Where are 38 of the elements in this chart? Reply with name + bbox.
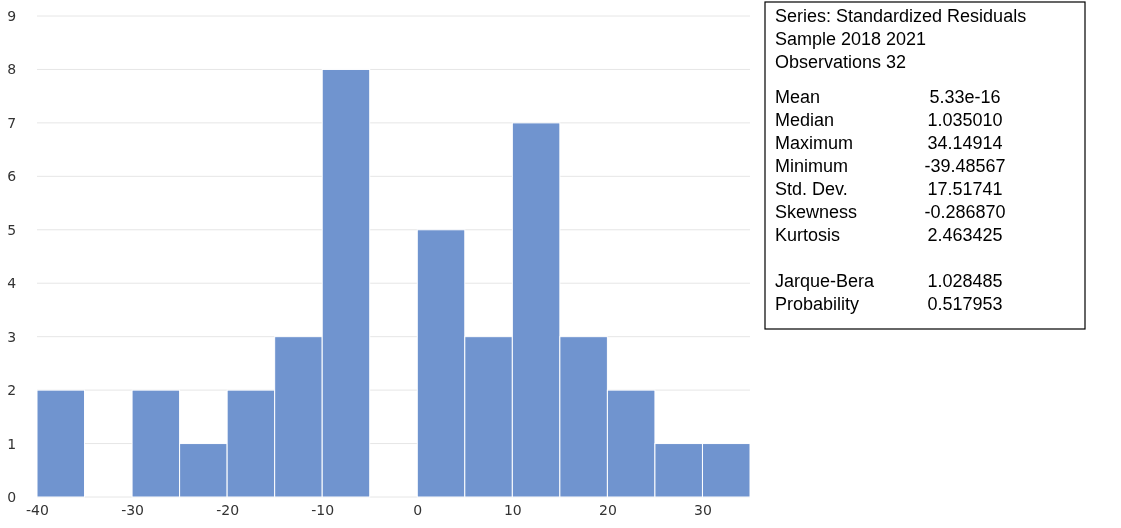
x-tick-label: -20 xyxy=(216,502,240,519)
text: Std. Dev. xyxy=(775,179,848,199)
text: 34.14914 xyxy=(927,133,1003,153)
x-tick-label: 10 xyxy=(503,502,522,519)
text: Median xyxy=(775,110,835,130)
text: 5.33e-16 xyxy=(929,87,1001,107)
y-tick-label: 3 xyxy=(7,328,17,345)
text: 0.517953 xyxy=(927,294,1003,314)
text: Series: Standardized Residuals Sample 2018 2021 xyxy=(775,6,1027,49)
text: Minimum xyxy=(775,156,849,176)
text: Jarque-Bera xyxy=(775,271,876,291)
y-tick-label: 9 xyxy=(7,7,17,24)
y-tick-label: 2 xyxy=(7,382,17,399)
text: -0.286870 xyxy=(924,202,1006,222)
y-tick-label: 6 xyxy=(7,168,17,185)
x-tick-label: 0 xyxy=(413,502,423,519)
x-tick-label: -10 xyxy=(311,502,335,519)
y-tick-label: 7 xyxy=(7,114,17,131)
text: -39.48567 xyxy=(924,156,1006,176)
x-tick-label: -40 xyxy=(26,502,49,519)
y-tick-label: 5 xyxy=(7,221,17,238)
y-tick-label: 1 xyxy=(7,435,17,452)
text: 2.463425 xyxy=(927,225,1003,245)
text: 1.028485 xyxy=(927,271,1003,291)
text: Kurtosis xyxy=(775,225,841,245)
y-tick-label: 0 xyxy=(7,488,17,505)
text: Skewness xyxy=(775,202,858,222)
text: 1.035010 xyxy=(927,110,1003,130)
text: Probability xyxy=(775,294,860,314)
x-tick-label: 20 xyxy=(598,502,617,519)
y-tick-label: 4 xyxy=(7,275,17,292)
y-tick-label: 8 xyxy=(7,61,17,78)
text: Observations 32 xyxy=(775,52,907,72)
x-tick-label: 30 xyxy=(694,502,712,519)
text: 17.51741 xyxy=(927,179,1003,199)
text: Mean xyxy=(775,87,821,107)
x-tick-label: -30 xyxy=(121,502,144,519)
text: Maximum xyxy=(775,133,854,153)
